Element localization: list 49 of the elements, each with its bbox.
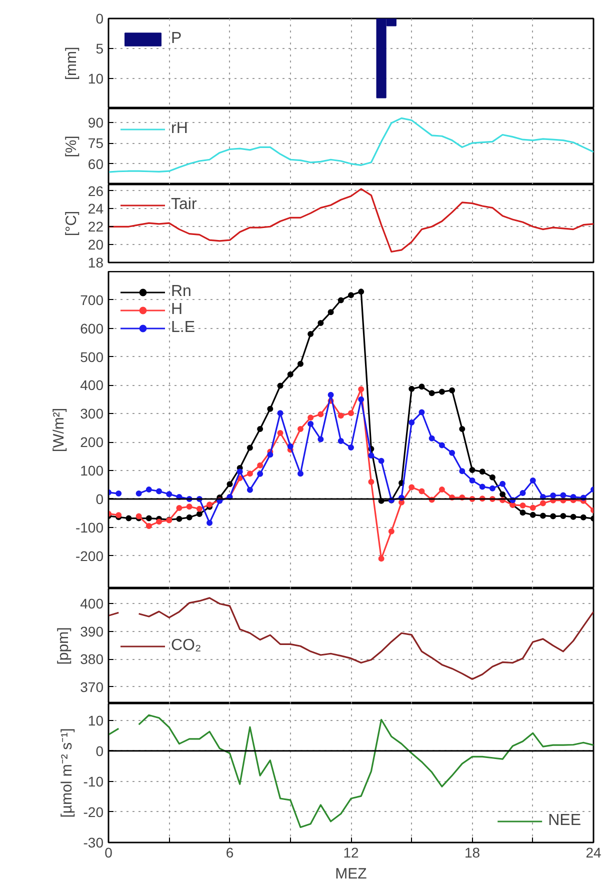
y-tick-label: 75 <box>88 135 104 152</box>
y-tick-label: 20 <box>88 236 104 253</box>
y-tick-label: 5 <box>96 40 104 56</box>
y-tick-label: 22 <box>88 218 104 235</box>
y-axis-title: [%] <box>62 136 80 158</box>
y-tick-label: 390 <box>80 623 104 640</box>
y-tick-label: -200 <box>75 548 104 564</box>
y-tick-label: 380 <box>80 651 104 668</box>
y-tick-label: 60 <box>88 156 104 172</box>
y-tick-label: 10 <box>88 70 104 86</box>
x-tick-label: 6 <box>226 844 234 860</box>
legend-label: rH <box>171 120 189 138</box>
y-tick-label: -100 <box>75 519 104 536</box>
legend-label: L.E <box>171 319 196 337</box>
legend-label: Tair <box>171 196 197 214</box>
y-tick-label: 24 <box>88 200 104 217</box>
y-tick-label: 100 <box>80 462 104 479</box>
y-tick-label: 500 <box>80 348 104 365</box>
legend-label: CO₂ <box>171 636 202 654</box>
y-axis-title: [ppm] <box>55 627 72 665</box>
y-tick-label: 600 <box>80 320 104 336</box>
y-axis-title: [W/m²] <box>50 408 68 452</box>
legend-label: H <box>171 301 184 319</box>
y-axis-title: [°C] <box>62 210 80 236</box>
y-tick-label: -20 <box>83 804 104 820</box>
y-tick-label: 200 <box>80 434 104 450</box>
y-tick-label: 0 <box>96 10 104 26</box>
y-tick-label: 700 <box>80 292 104 308</box>
y-tick-label: 300 <box>80 406 104 422</box>
y-tick-label: 10 <box>88 712 104 728</box>
x-tick-label: 12 <box>343 844 359 860</box>
y-tick-label: -30 <box>83 834 104 850</box>
y-tick-label: 26 <box>88 182 104 199</box>
y-axis-title: [µmol m⁻² s⁻¹] <box>58 728 76 818</box>
y-tick-label: 18 <box>88 254 104 270</box>
x-axis-title: MEZ <box>335 866 367 882</box>
y-tick-label: 90 <box>88 114 104 130</box>
y-tick-label: 0 <box>96 490 104 507</box>
y-tick-label: 370 <box>80 678 104 695</box>
x-tick-label: 24 <box>586 844 602 860</box>
y-axis-title: [mm] <box>62 46 80 80</box>
x-tick-label: 18 <box>464 844 480 860</box>
y-tick-label: 400 <box>80 596 104 612</box>
y-tick-label: 400 <box>80 377 104 394</box>
y-tick-label: -10 <box>83 773 104 790</box>
legend-label: NEE <box>548 812 581 830</box>
legend-label: P <box>171 30 183 48</box>
y-tick-label: 0 <box>96 742 104 759</box>
legend-label: Rn <box>171 283 192 301</box>
